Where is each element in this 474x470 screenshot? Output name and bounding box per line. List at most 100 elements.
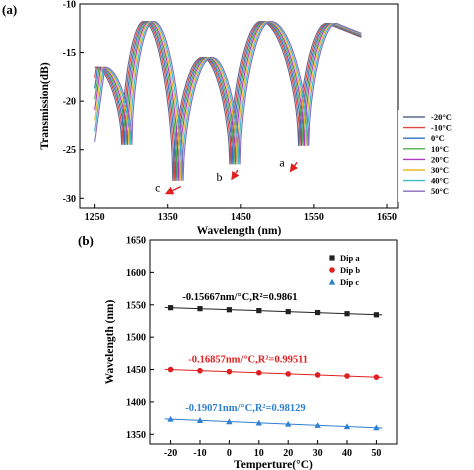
spectrum-line-4 — [94, 20, 362, 181]
x-tick-label: 1450 — [231, 212, 251, 223]
x-axis-ticks-a: 1250 1350 1450 1550 1650 — [85, 204, 397, 223]
point-dip-b — [344, 373, 350, 379]
x-tick-label: 10 — [254, 448, 264, 459]
point-dip-a — [373, 312, 380, 318]
x-tick-label: 1550 — [304, 212, 324, 223]
legend-entry: 40°C — [431, 176, 449, 186]
plot-frame-a — [79, 3, 399, 209]
legend-entry: 20°C — [431, 154, 449, 164]
point-dip-b — [285, 371, 292, 377]
x-tick-label: 20 — [283, 448, 293, 459]
dip-label-a: a — [279, 155, 285, 169]
y-axis-ticks-b: 1350 1400 1450 1500 1550 1600 1650 — [126, 236, 154, 441]
legend-entry: 10°C — [431, 144, 449, 154]
spectrum-line-3 — [94, 20, 362, 181]
point-dip-b — [373, 374, 380, 380]
point-dip-c — [226, 418, 233, 425]
spectrum-line-0 — [94, 20, 362, 181]
point-dip-a — [315, 309, 321, 316]
x-tick-label: 1650 — [377, 212, 397, 223]
legend-entry: -10°C — [431, 123, 452, 133]
point-dip-c — [373, 424, 380, 431]
legend-entry: Dip b — [340, 265, 360, 275]
point-dip-a — [197, 306, 203, 312]
x-axis-title-a: Wavelength (nm) — [197, 225, 282, 237]
panel-b-label: (b) — [78, 233, 94, 248]
fit-line-0 — [164, 306, 383, 316]
legend-entry: 50°C — [431, 186, 449, 196]
point-dip-a — [256, 307, 262, 314]
y-tick-label: 1500 — [126, 333, 146, 344]
fit-equation-1: -0.16857nm/°C,R²=0.99511 — [188, 354, 308, 365]
spectrum-line-5 — [94, 20, 362, 181]
x-tick-label: 30 — [313, 448, 323, 459]
fit-equation-0: -0.15667nm/°C,R²=0.9861 — [182, 292, 297, 303]
spectrum-line-7 — [94, 20, 362, 181]
y-tick-label: -15 — [63, 48, 76, 59]
dip-arrow-b — [231, 169, 240, 181]
y-tick-label: -25 — [63, 145, 76, 156]
y-tick-label: 1400 — [126, 397, 146, 408]
point-dip-a — [167, 305, 174, 311]
x-tick-label: 50 — [371, 448, 381, 459]
y-tick-label: 1550 — [126, 300, 146, 311]
data-points — [167, 305, 380, 431]
panel-a-label: (a) — [2, 2, 17, 17]
point-dip-c — [167, 415, 174, 422]
legend-entry: Dip a — [340, 253, 360, 263]
fit-line-2 — [164, 418, 383, 429]
dip-label-b: b — [217, 170, 223, 184]
legend-entry: 0°C — [431, 133, 445, 143]
point-dip-b — [197, 367, 203, 374]
legend-entry: 30°C — [431, 165, 449, 175]
y-tick-label: -10 — [63, 0, 76, 11]
point-dip-c — [343, 423, 351, 430]
legend-marker — [328, 278, 336, 285]
x-tick-label: 1350 — [158, 212, 178, 223]
dip-arrow-c — [164, 185, 182, 195]
point-dip-c — [285, 420, 292, 427]
x-tick-label: 40 — [342, 448, 352, 459]
y-tick-label: 1450 — [126, 365, 146, 376]
legend-entry: Dip c — [340, 277, 359, 287]
x-tick-label: -20 — [164, 448, 177, 459]
point-dip-b — [167, 366, 174, 373]
x-tick-label: -10 — [193, 448, 206, 459]
y-axis-ticks-a: -10 -15 -20 -25 -30 — [63, 0, 84, 205]
legend-box — [398, 110, 470, 202]
point-dip-c — [196, 417, 204, 423]
panel-b-wavelength-chart: (b) -20 -10 0 10 20 30 40 50 1350 1400 1450 1500 15… — [78, 233, 398, 470]
dip-arrow-a — [289, 161, 299, 173]
point-dip-a — [226, 307, 232, 313]
spectrum-line-2 — [94, 20, 362, 181]
point-dip-a — [285, 309, 291, 315]
panel-a-transmission-chart: (a) 1250 1350 1450 1550 1650 -10 -15 -20 -25 -30… — [2, 0, 470, 237]
y-tick-label: 1350 — [126, 430, 146, 441]
point-dip-b — [314, 372, 321, 378]
point-dip-a — [344, 311, 350, 317]
y-axis-title-a: Transmission(dB) — [39, 62, 51, 150]
y-tick-label: 1650 — [126, 236, 146, 247]
y-tick-label: 1600 — [126, 268, 146, 279]
point-dip-b — [255, 369, 262, 376]
x-tick-label: 1250 — [85, 212, 105, 223]
spectrum-line-6 — [94, 20, 362, 181]
dip-annotations: a b c — [155, 155, 299, 195]
legend-b: Dip a Dip b Dip c — [328, 253, 360, 287]
spectrum-lines — [94, 20, 362, 181]
plot-frame-b — [149, 239, 398, 445]
x-tick-label: 0 — [227, 448, 232, 459]
legend-marker — [329, 267, 335, 273]
x-axis-ticks-b: -20 -10 0 10 20 30 40 50 — [164, 440, 381, 459]
legend-a: -20°C-10°C0°C10°C20°C30°C40°C50°C — [398, 110, 470, 202]
legend-entry: -20°C — [431, 112, 452, 122]
y-tick-label: -20 — [63, 97, 76, 108]
y-axis-title-b: Wavelength (nm) — [104, 300, 116, 385]
y-tick-label: -30 — [63, 194, 76, 205]
fit-equations: -0.15667nm/°C,R²=0.9861 -0.16857nm/°C,R²=… — [182, 292, 308, 414]
fit-equation-2: -0.19071nm/°C,R²=0.98129 — [185, 403, 305, 414]
spectrum-line-1 — [94, 20, 362, 181]
legend-marker — [329, 255, 335, 261]
x-axis-title-b: Temperture(°C) — [234, 459, 313, 470]
